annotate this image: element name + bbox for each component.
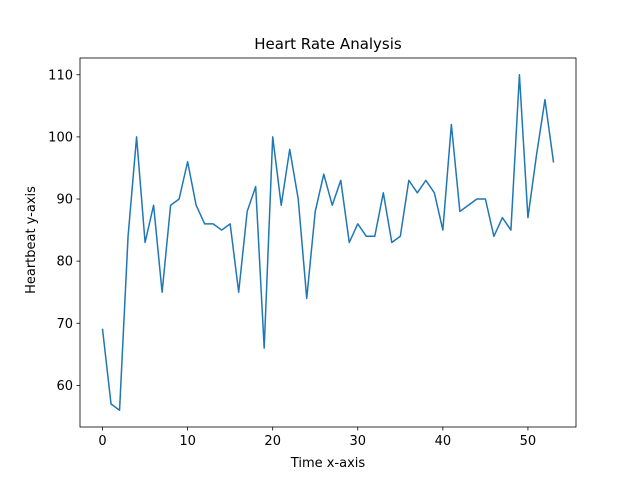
x-tick-label: 30 <box>350 434 367 449</box>
y-tick-label: 70 <box>56 317 73 332</box>
axes-frame <box>79 57 577 428</box>
x-tick-label: 40 <box>435 434 452 449</box>
x-tick-label: 50 <box>520 434 537 449</box>
y-tick-label: 110 <box>48 68 73 83</box>
x-tick-label: 0 <box>98 434 106 449</box>
x-axis-label: Time x-axis <box>290 456 366 471</box>
y-tick-label: 90 <box>56 193 73 208</box>
y-tick-label: 80 <box>56 255 73 270</box>
series-line-heartbeat <box>101 74 555 411</box>
y-tick-label: 60 <box>56 379 73 394</box>
x-tick-label: 10 <box>179 434 196 449</box>
x-tick-label: 20 <box>264 434 281 449</box>
y-axis-label: Heartbeat y-axis <box>24 186 39 294</box>
plot-area: 0 10 20 30 40 50 60 70 80 90 100 110 <box>48 57 577 449</box>
y-tick-label: 100 <box>48 130 73 145</box>
chart-title: Heart Rate Analysis <box>254 35 402 53</box>
